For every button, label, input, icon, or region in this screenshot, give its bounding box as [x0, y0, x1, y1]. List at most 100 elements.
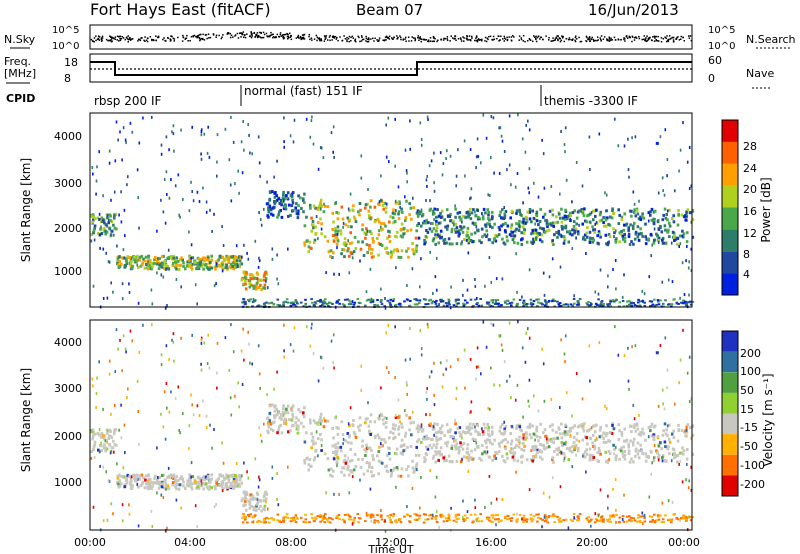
power-cell — [396, 201, 400, 205]
power-cell — [490, 299, 493, 302]
velocity-cell — [608, 518, 611, 521]
velocity-cell — [116, 474, 120, 478]
power-cell — [415, 249, 418, 253]
power-cell — [544, 304, 547, 307]
velocity-cell — [272, 518, 276, 521]
power-cell — [635, 208, 639, 212]
sky-noise-point — [654, 37, 656, 39]
sky-noise-point — [333, 36, 335, 38]
power-cell — [528, 191, 530, 195]
power-cell — [228, 158, 231, 162]
power-cell — [235, 259, 239, 263]
power-cell — [190, 267, 194, 271]
velocity-cell — [98, 450, 101, 454]
velocity-cell — [463, 455, 466, 459]
power-cell — [447, 237, 451, 241]
sky-noise-point — [365, 37, 368, 40]
velocity-cell — [282, 407, 285, 411]
velocity-cell — [377, 521, 380, 524]
velocity-cell — [380, 518, 384, 521]
power-cell — [685, 259, 687, 263]
power-cell — [283, 116, 285, 120]
power-cell — [215, 262, 218, 266]
velocity-cell — [462, 518, 465, 520]
sky-noise-point — [611, 39, 614, 41]
velocity-cell — [572, 513, 576, 515]
power-cell — [115, 227, 118, 231]
power-cell — [592, 218, 595, 222]
velocity-cell — [265, 416, 269, 420]
power-cell — [487, 301, 491, 304]
velocity-cell — [433, 403, 436, 407]
power-cell — [205, 210, 208, 214]
velocity-cell — [536, 520, 539, 523]
power-cell — [677, 209, 680, 212]
velocity-cell — [171, 483, 175, 487]
power-cell — [587, 301, 590, 303]
power-cell — [493, 222, 496, 226]
velocity-cell — [425, 413, 427, 417]
sky-noise-point — [600, 38, 602, 41]
power-panel: Slant Range [km] 1000 2000 3000 4000 Pow… — [19, 112, 773, 310]
sky-noise-point — [502, 38, 504, 40]
velocity-cell — [433, 361, 435, 365]
power-cell — [571, 211, 575, 215]
power-cell — [564, 126, 567, 130]
velocity-cell — [240, 499, 244, 503]
velocity-cell — [469, 432, 473, 436]
power-cell — [451, 219, 454, 223]
power-cell — [113, 214, 116, 218]
freq-tick-bottom: 8 — [64, 72, 71, 85]
sky-noise-point — [110, 36, 112, 38]
velocity-cell — [353, 433, 357, 436]
sky-noise-point — [198, 36, 201, 39]
power-cell — [320, 222, 323, 226]
velocity-cell — [538, 442, 542, 446]
power-cell — [377, 233, 381, 237]
power-cell — [367, 209, 371, 213]
power-cell — [650, 254, 652, 258]
sky-noise-point — [485, 40, 488, 43]
power-cell — [332, 251, 335, 255]
sky-noise-point — [297, 36, 300, 38]
velocity-cell — [250, 504, 253, 508]
velocity-cell — [522, 438, 526, 442]
power-cell — [415, 299, 418, 302]
velocity-cell — [426, 518, 430, 521]
power-cell — [506, 303, 509, 305]
power-cell — [618, 301, 622, 304]
power-cell — [452, 223, 455, 227]
sky-noise-point — [591, 36, 593, 39]
power-cell — [520, 238, 523, 242]
power-cell — [455, 242, 459, 246]
power-cell — [434, 233, 437, 237]
power-cell — [500, 134, 503, 138]
velocity-cell — [506, 440, 510, 444]
power-cell — [405, 249, 408, 253]
velocity-cell — [235, 478, 239, 482]
power-cell — [448, 303, 451, 306]
power-cell — [364, 206, 367, 210]
sky-noise-point — [165, 40, 167, 42]
power-cell — [602, 303, 605, 306]
velocity-cell — [248, 502, 251, 506]
power-cell — [113, 233, 115, 237]
sky-noise-point — [119, 39, 122, 42]
sky-noise-point — [251, 35, 254, 37]
velocity-cell — [467, 456, 471, 460]
sky-noise-point — [471, 35, 473, 38]
power-cell — [525, 123, 527, 127]
power-cell — [621, 234, 625, 238]
power-cell — [688, 293, 690, 297]
velocity-cell — [213, 428, 215, 431]
power-cell — [377, 253, 380, 257]
sky-noise-point — [316, 39, 318, 42]
power-cell — [599, 210, 602, 214]
velocity-cell — [526, 425, 530, 429]
velocity-cell — [255, 491, 259, 495]
power-cell — [324, 204, 327, 208]
velocity-cell — [109, 430, 112, 433]
power-cell — [319, 146, 322, 149]
power-cell — [482, 113, 485, 117]
power-cell — [342, 248, 346, 252]
